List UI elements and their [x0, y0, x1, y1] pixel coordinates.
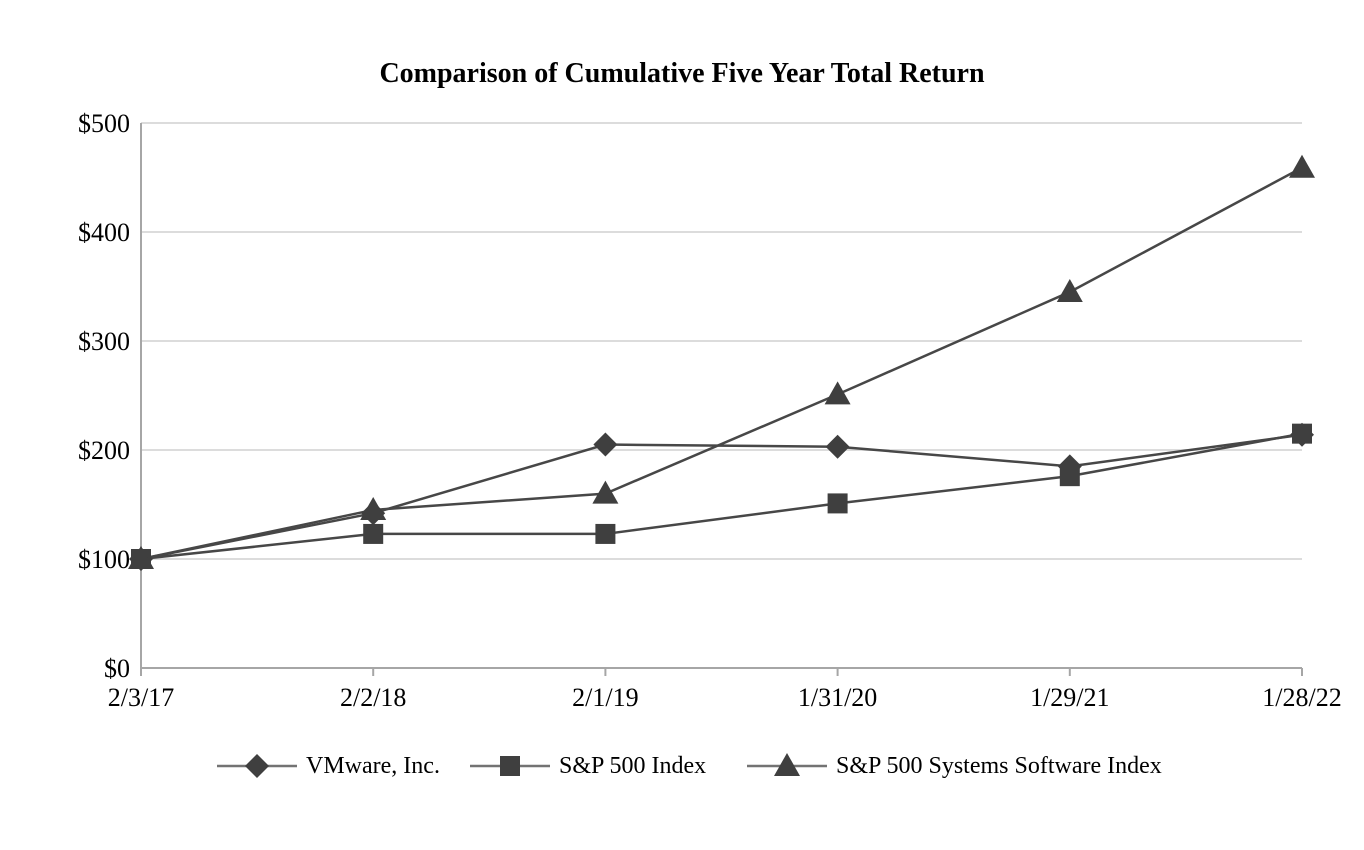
marker-diamond: [593, 432, 618, 457]
legend-label-sp500-systems-software: S&P 500 Systems Software Index: [836, 752, 1162, 779]
marker-square: [363, 523, 384, 544]
marker-triangle: [1289, 154, 1315, 178]
marker-square: [827, 493, 848, 514]
y-tick-label: $400: [78, 218, 130, 247]
series-line-2: [140, 166, 1303, 561]
legend-item-sp500-systems-software: S&P 500 Systems Software Index: [747, 751, 1162, 781]
marker-triangle: [128, 546, 154, 569]
y-tick-label: $300: [78, 327, 130, 356]
marker-diamond: [825, 434, 850, 459]
x-tick-label: 1/28/22: [1262, 683, 1341, 712]
triangle-marker-icon: [747, 753, 827, 776]
marker-diamond: [245, 754, 269, 778]
y-tick-label: $500: [78, 109, 130, 138]
y-tick-label: $0: [104, 654, 130, 683]
y-tick-label: $100: [78, 545, 130, 574]
x-tick-label: 2/2/18: [340, 683, 406, 712]
x-tick-label: 1/29/21: [1030, 683, 1109, 712]
marker-square: [1059, 466, 1080, 487]
legend-item-sp500: S&P 500 Index: [470, 751, 706, 781]
x-tick-label: 2/1/19: [572, 683, 638, 712]
diamond-marker-icon: [217, 754, 297, 778]
marker-triangle: [774, 753, 800, 776]
marker-square: [1292, 423, 1312, 444]
marker-triangle: [592, 480, 619, 504]
marker-triangle: [824, 381, 851, 405]
marker-square: [595, 523, 616, 544]
series-line-0: [140, 433, 1303, 561]
x-tick-label: 1/31/20: [798, 683, 877, 712]
square-marker-icon: [470, 756, 550, 776]
series-line-1: [140, 432, 1303, 561]
legend-label-vmware: VMware, Inc.: [306, 752, 440, 779]
marker-triangle: [360, 496, 387, 520]
marker-triangle: [1056, 278, 1083, 302]
y-tick-label: $200: [78, 436, 130, 465]
legend-item-vmware: VMware, Inc.: [217, 751, 440, 781]
legend-label-sp500: S&P 500 Index: [559, 752, 707, 779]
x-tick-label: 2/3/17: [108, 683, 174, 712]
chart-title: Comparison of Cumulative Five Year Total…: [379, 58, 985, 89]
marker-square: [500, 756, 520, 776]
